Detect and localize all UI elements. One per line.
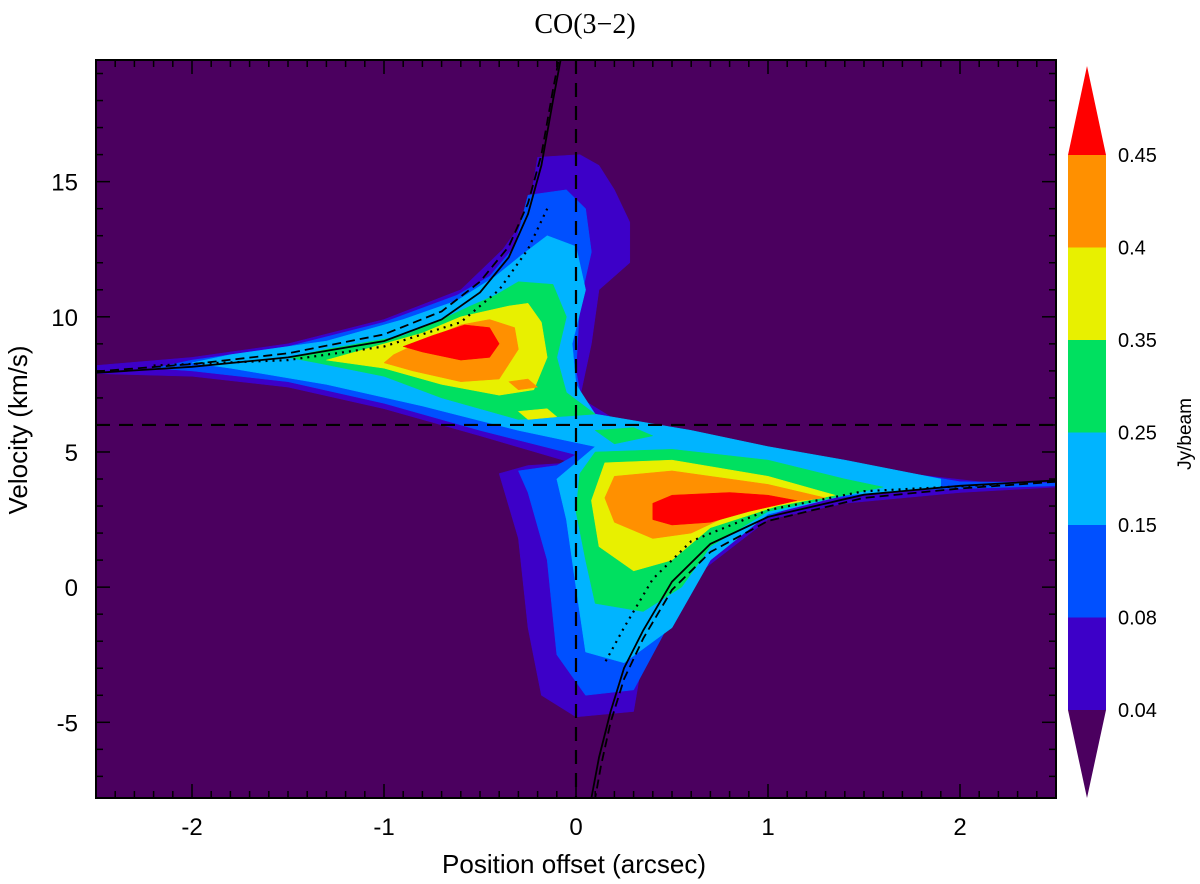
contour-level-6-region-0 (402, 324, 500, 361)
x-tick-label: 1 (761, 814, 774, 841)
colorbar: 0.04 0.08 0.15 0.25 0.35 0.4 0.45 (1068, 66, 1157, 798)
x-tick-label: 0 (569, 814, 582, 841)
colorbar-segment (1068, 155, 1106, 248)
colorbar-tick-label: 0.25 (1118, 423, 1157, 445)
colorbar-tick-label: 0.04 (1118, 700, 1157, 722)
model-curve-dashed-3 (594, 480, 1056, 798)
colorbar-tick-label: 0.15 (1118, 515, 1157, 537)
contour-level-6-region-1 (652, 492, 798, 526)
x-tick-label: 2 (953, 814, 966, 841)
colorbar-segment (1068, 432, 1106, 525)
model-curve-dotted-4 (153, 208, 549, 367)
contour-level-5-region-1 (508, 378, 538, 391)
model-curve-solid-1 (590, 479, 1056, 798)
x-tick-label: -2 (181, 814, 202, 841)
contour-level-3-region-2 (594, 427, 654, 445)
colorbar-segment (1068, 340, 1106, 433)
y-tick-label: 0 (65, 575, 78, 602)
colorbar-label: Jy/beam (1175, 398, 1196, 470)
colorbar-tick-label: 0.4 (1118, 238, 1146, 260)
y-tick-label: 15 (51, 170, 78, 197)
model-curve-dotted-5 (603, 483, 999, 664)
y-tick-label: 5 (65, 440, 78, 467)
x-tick-label: -1 (373, 814, 394, 841)
y-axis-label: Velocity (km/s) (3, 345, 33, 514)
model-curve-solid-0 (96, 60, 562, 374)
y-tick-label: 10 (51, 305, 78, 332)
axes: -2 -1 0 1 2 -5 0 5 10 15 (51, 59, 1057, 841)
x-axis-label: Position offset (arcsec) (442, 849, 706, 879)
colorbar-tick-label: 0.35 (1118, 330, 1157, 352)
plot-area (96, 60, 1056, 798)
colorbar-tick-label: 0.08 (1118, 608, 1157, 630)
colorbar-under-triangle (1068, 710, 1106, 798)
chart-title: CO(3−2) (534, 9, 635, 40)
colorbar-over-triangle (1068, 66, 1106, 155)
model-curve-dashed-2 (96, 60, 560, 373)
colorbar-segment (1068, 617, 1106, 710)
colorbar-segment (1068, 247, 1106, 340)
colorbar-segment (1068, 525, 1106, 618)
contour-level-4-region-2 (518, 408, 558, 420)
colorbar-tick-label: 0.45 (1118, 145, 1157, 167)
y-tick-label: -5 (57, 710, 78, 737)
